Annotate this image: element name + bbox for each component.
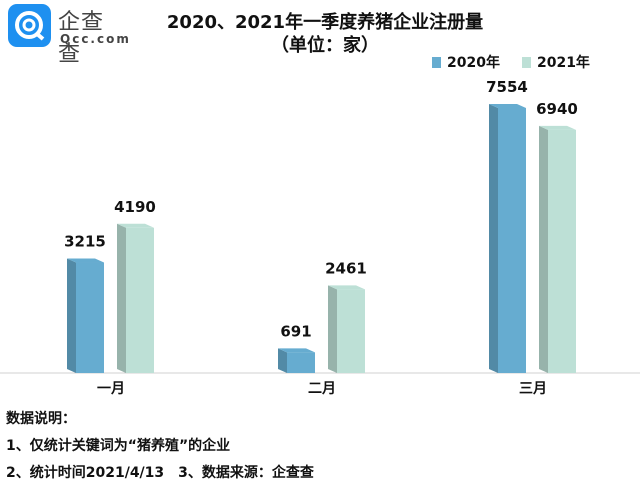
legend-swatch bbox=[521, 57, 531, 68]
bar-side bbox=[117, 223, 126, 373]
logo-text-cn: 企查查 bbox=[58, 10, 105, 67]
chart-title: 2020、2021年一季度养猪企业注册量 bbox=[166, 12, 484, 33]
x-tick-label: 一月 bbox=[97, 381, 125, 397]
bar-top bbox=[67, 258, 104, 263]
data-label: 3215 bbox=[64, 233, 106, 251]
bar-top bbox=[117, 223, 154, 228]
bar-top bbox=[278, 348, 315, 353]
bar-2020 bbox=[498, 108, 526, 373]
data-label: 4190 bbox=[114, 198, 156, 216]
bar-top bbox=[489, 104, 526, 108]
legend-label: 2020年 bbox=[447, 55, 500, 71]
data-label: 691 bbox=[280, 322, 311, 340]
bar-2021 bbox=[548, 129, 576, 373]
bar-2021 bbox=[126, 227, 154, 373]
x-tick-label: 三月 bbox=[519, 381, 547, 397]
bar-side bbox=[539, 125, 548, 373]
bar-side bbox=[278, 348, 287, 373]
notes: 数据说明： 1、仅统计关键词为“猪养殖”的企业 2、统计时间2021/4/13 … bbox=[6, 406, 314, 479]
logo-q-icon bbox=[8, 4, 51, 47]
bar-side bbox=[67, 258, 76, 373]
chart-subtitle: （单位：家） bbox=[271, 35, 379, 56]
notes-heading: 数据说明： bbox=[6, 411, 76, 427]
logo-text-en: Qcc.com bbox=[60, 32, 131, 46]
bar-2021 bbox=[337, 289, 365, 373]
legend-item-2021: 2021年 bbox=[521, 52, 590, 72]
note-1: 1、仅统计关键词为“猪养殖”的企业 bbox=[6, 438, 231, 454]
bar-top bbox=[328, 285, 365, 290]
legend-item-2020: 2020年 bbox=[432, 52, 500, 72]
data-label: 2461 bbox=[325, 259, 367, 277]
qcc-logo: 企查查 Qcc.com bbox=[8, 4, 129, 67]
bar-2020 bbox=[287, 352, 315, 373]
bar-2020 bbox=[76, 262, 104, 373]
legend: 2020年 2021年 bbox=[432, 52, 590, 72]
bar-top bbox=[539, 125, 576, 130]
x-tick-label: 二月 bbox=[308, 381, 336, 397]
bar-side bbox=[489, 104, 498, 373]
legend-swatch bbox=[432, 57, 441, 68]
bar-side bbox=[328, 285, 337, 373]
data-label: 6940 bbox=[536, 100, 578, 118]
data-label: 7554 bbox=[486, 78, 528, 96]
note-2: 2、统计时间2021/4/13 3、数据来源：企查查 bbox=[6, 465, 314, 479]
legend-label: 2021年 bbox=[536, 55, 590, 71]
